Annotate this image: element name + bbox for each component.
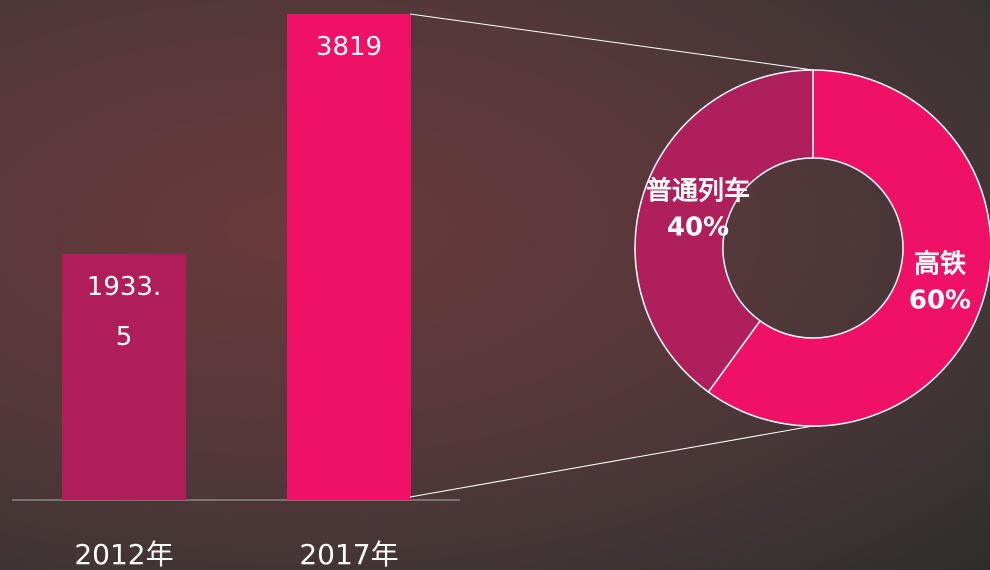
- segment-label: 普通列车: [646, 176, 750, 207]
- donut-segment: [634, 69, 814, 394]
- x-tick-label: 2017年: [299, 538, 398, 570]
- connector: [409, 13, 814, 71]
- bar: [62, 253, 186, 500]
- value-label: 3819: [315, 32, 383, 62]
- value-label-box: 3819: [315, 32, 383, 62]
- segment-value-label: 40%: [667, 213, 729, 243]
- x-tick-label: 2012年: [74, 538, 173, 570]
- connector: [409, 425, 814, 498]
- value-label: 1933.5: [86, 271, 162, 352]
- segment-value-label: 60%: [909, 286, 971, 316]
- segment-label: 高铁: [914, 249, 966, 280]
- donut-segment: [707, 69, 990, 427]
- bar: [287, 14, 411, 500]
- value-label-box: 1933.5: [86, 271, 162, 352]
